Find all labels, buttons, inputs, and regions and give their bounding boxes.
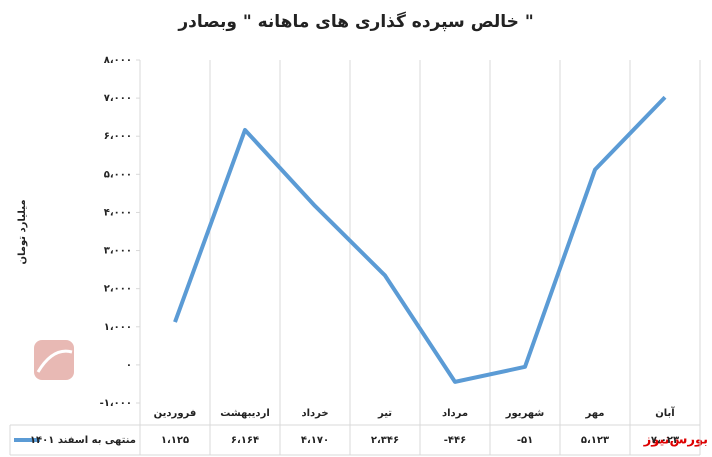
y-tick-label: ۲،۰۰۰: [104, 284, 132, 295]
x-tick-label: شهریور: [505, 408, 545, 419]
y-tick-label: ۱،۰۰۰: [104, 322, 132, 333]
x-tick-label: تیر: [377, 408, 392, 419]
x-tick-label: خرداد: [301, 408, 328, 419]
x-tick-label: مرداد: [442, 408, 468, 419]
x-tick-label: فروردین: [154, 408, 197, 419]
y-tick-label: ۳،۰۰۰: [104, 246, 132, 257]
data-label: ۶،۱۶۴: [231, 435, 259, 446]
data-label: -۵۱: [517, 435, 533, 446]
series-line: [173, 95, 667, 384]
y-axis-label: میلیارد تومان: [17, 199, 28, 264]
y-tick-label: ۶،۰۰۰: [104, 131, 132, 142]
y-tick-label: ۸،۰۰۰: [104, 55, 132, 66]
x-tick-label: آبان: [655, 406, 675, 419]
y-tick-label: -۱،۰۰۰: [100, 398, 132, 409]
data-label: -۴۴۶: [444, 435, 466, 446]
watermark: بورس‌نیوز: [643, 433, 708, 448]
data-label: ۱،۱۲۵: [161, 435, 189, 446]
data-label: ۴،۱۷۰: [301, 435, 329, 446]
data-label: ۵،۱۲۳: [581, 435, 609, 446]
data-label: ۲،۳۴۶: [371, 435, 399, 446]
y-tick-label: ۵،۰۰۰: [104, 169, 132, 180]
logo-watermark: [34, 340, 74, 380]
chart-title: خالص سپرده گذاری های ماهانه " وبصادر ": [177, 11, 533, 32]
y-tick-label: ۰: [126, 360, 132, 371]
x-tick-label: مهر: [584, 408, 604, 419]
y-tick-label: ۴،۰۰۰: [104, 207, 132, 218]
y-tick-label: ۷،۰۰۰: [104, 93, 132, 104]
legend-label: منتهی به اسفند ۱۴۰۱: [30, 435, 136, 446]
data-label: ۷،۰۲۳: [651, 435, 679, 446]
x-tick-label: اردیبهشت: [220, 408, 270, 419]
